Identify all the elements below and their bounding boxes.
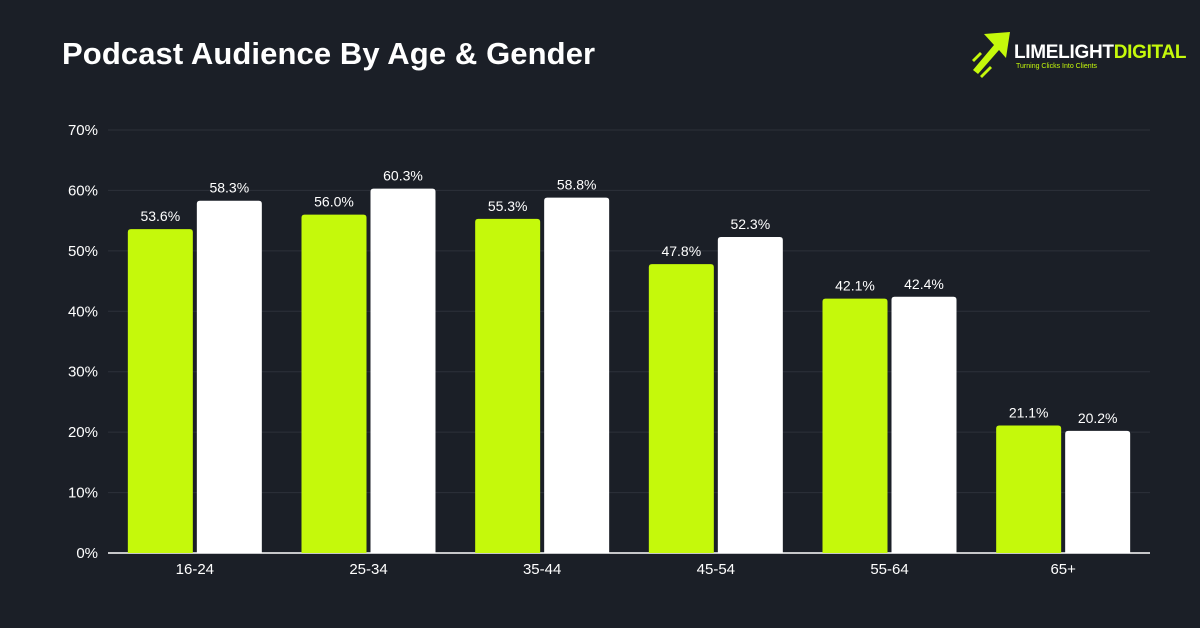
data-label: 52.3% [730,216,770,232]
x-tick-label: 55-64 [870,561,908,578]
data-label: 42.4% [904,276,944,292]
bar-series-2 [196,200,262,554]
data-label: 56.0% [314,194,354,210]
y-tick-label: 10% [68,485,98,502]
y-tick-label: 50% [68,243,98,260]
page-title: Podcast Audience By Age & Gender [62,36,596,71]
data-label: 53.6% [140,208,180,224]
logo-wordmark: LIMELIGHTDIGITAL [1014,42,1186,64]
data-label: 55.3% [488,198,528,214]
data-label: 60.3% [383,168,423,184]
x-tick-label: 16-24 [176,561,214,578]
brand-logo: LIMELIGHTDIGITAL Turning Clicks Into Cli… [970,30,1186,82]
bar-series-1 [475,218,541,553]
y-tick-label: 70% [68,122,98,139]
y-tick-label: 60% [68,182,98,199]
bar-series-2 [717,236,783,554]
x-tick-label: 65+ [1050,561,1076,578]
data-label: 58.8% [557,177,597,193]
bar-series-1 [822,298,888,553]
y-tick-label: 20% [68,424,98,441]
bar-series-2 [1065,430,1131,553]
bar-series-1 [301,214,367,553]
bar-series-2 [544,197,610,553]
bar-series-1 [127,229,193,554]
logo-word-1: LIMELIGHT [1014,42,1114,63]
bar-series-1 [996,425,1062,553]
x-tick-label: 35-44 [523,561,561,578]
x-tick-label: 25-34 [349,561,387,578]
data-label: 47.8% [661,243,701,259]
data-label: 20.2% [1078,410,1118,426]
logo-tagline: Turning Clicks Into Clients [1016,63,1098,70]
y-tick-label: 0% [76,545,98,562]
bar-series-1 [648,264,714,553]
data-label: 58.3% [209,180,249,196]
rising-arrow-icon [972,32,1010,78]
data-label: 21.1% [1009,404,1049,420]
data-label: 42.1% [835,278,875,294]
y-tick-label: 40% [68,303,98,320]
bar-series-2 [370,188,436,553]
bar-series-2 [891,296,957,553]
x-tick-label: 45-54 [697,561,735,578]
y-tick-label: 30% [68,364,98,381]
logo-word-2: DIGITAL [1113,42,1187,63]
